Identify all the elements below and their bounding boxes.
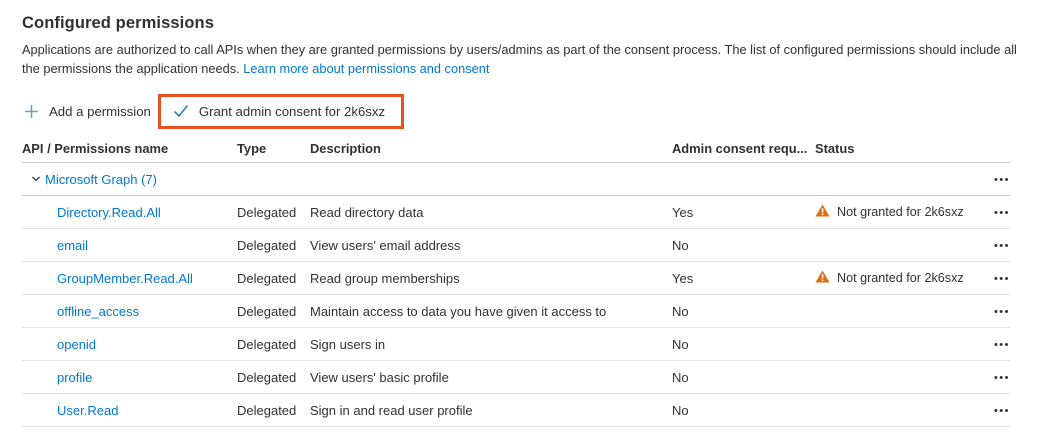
type-cell: Delegated — [237, 336, 297, 352]
add-permission-button[interactable]: Add a permission — [24, 104, 151, 119]
row-menu-button[interactable]: ••• — [988, 305, 1010, 320]
table-row: openid Delegated Sign users in No ••• — [22, 328, 1010, 361]
type-cell: Delegated — [237, 369, 297, 385]
check-icon — [173, 104, 189, 118]
admin-consent-cell: Yes — [672, 204, 694, 220]
description-cell: Sign users in — [310, 336, 386, 352]
row-menu-button[interactable]: ••• — [988, 173, 1010, 188]
permission-name-link[interactable]: profile — [57, 369, 93, 385]
permissions-toolbar: Add a permission Grant admin consent for… — [22, 90, 1060, 132]
group-label[interactable]: Microsoft Graph (7) — [45, 171, 157, 187]
permission-name-link[interactable]: offline_access — [57, 303, 140, 319]
permission-name-link[interactable]: User.Read — [57, 402, 119, 418]
admin-consent-cell: No — [672, 402, 689, 418]
row-menu-button[interactable]: ••• — [988, 338, 1010, 353]
group-row-microsoft-graph[interactable]: Microsoft Graph (7) ••• — [22, 163, 1010, 196]
type-cell: Delegated — [237, 270, 297, 286]
table-row: offline_access Delegated Maintain access… — [22, 295, 1010, 328]
add-permission-label: Add a permission — [49, 103, 151, 119]
page-title: Configured permissions — [22, 14, 214, 32]
admin-consent-cell: No — [672, 336, 689, 352]
header-type: Type — [237, 141, 267, 156]
description-cell: View users' email address — [310, 237, 461, 253]
permission-name-link[interactable]: GroupMember.Read.All — [57, 270, 193, 286]
header-description: Description — [310, 141, 381, 156]
admin-consent-cell: Yes — [672, 270, 694, 286]
admin-consent-cell: No — [672, 369, 689, 385]
permission-name-link[interactable]: Directory.Read.All — [57, 204, 161, 220]
description-cell: Sign in and read user profile — [310, 402, 473, 418]
status-text: Not granted for 2k6sxz — [837, 205, 964, 219]
page-description: Applications are authorized to call APIs… — [22, 41, 1034, 78]
warning-icon — [815, 270, 830, 286]
admin-consent-cell: No — [672, 237, 689, 253]
status-text: Not granted for 2k6sxz — [837, 271, 964, 285]
description-cell: Read directory data — [310, 204, 424, 220]
table-row: User.Read Delegated Sign in and read use… — [22, 394, 1010, 427]
admin-consent-cell: No — [672, 303, 689, 319]
learn-more-link[interactable]: Learn more about permissions and consent — [243, 60, 490, 76]
header-api-permissions-name: API / Permissions name — [22, 141, 169, 156]
table-row: profile Delegated View users' basic prof… — [22, 361, 1010, 394]
type-cell: Delegated — [237, 237, 297, 253]
status-cell: Not granted for 2k6sxz — [815, 270, 975, 286]
grant-admin-consent-label: Grant admin consent for 2k6sxz — [198, 103, 386, 119]
grant-admin-consent-button[interactable]: Grant admin consent for 2k6sxz — [173, 104, 385, 119]
chevron-down-icon[interactable] — [30, 173, 42, 188]
admin-consent-highlight-box: Grant admin consent for 2k6sxz — [157, 93, 405, 129]
description-cell: Maintain access to data you have given i… — [310, 303, 607, 319]
row-menu-button[interactable]: ••• — [988, 371, 1010, 386]
type-cell: Delegated — [237, 303, 297, 319]
permission-name-link[interactable]: email — [57, 237, 89, 253]
warning-icon — [815, 204, 830, 220]
table-row: email Delegated View users' email addres… — [22, 229, 1010, 262]
status-cell: Not granted for 2k6sxz — [815, 204, 975, 220]
table-row: GroupMember.Read.All Delegated Read grou… — [22, 262, 1010, 295]
configured-permissions-section: Configured permissions Applications are … — [22, 14, 1060, 427]
header-admin-consent-required: Admin consent requ... — [672, 141, 808, 156]
type-cell: Delegated — [237, 204, 297, 220]
table-header-row: API / Permissions name Type Description … — [22, 137, 1010, 163]
permission-name-link[interactable]: openid — [57, 336, 97, 352]
row-menu-button[interactable]: ••• — [988, 272, 1010, 287]
table-row: Directory.Read.All Delegated Read direct… — [22, 196, 1010, 229]
row-menu-button[interactable]: ••• — [988, 239, 1010, 254]
description-cell: View users' basic profile — [310, 369, 449, 385]
description-text: Applications are authorized to call APIs… — [22, 42, 1017, 76]
description-cell: Read group memberships — [310, 270, 460, 286]
row-menu-button[interactable]: ••• — [988, 404, 1010, 419]
permissions-table: API / Permissions name Type Description … — [22, 137, 1010, 427]
type-cell: Delegated — [237, 402, 297, 418]
plus-icon — [24, 104, 39, 119]
header-status: Status — [815, 141, 855, 156]
row-menu-button[interactable]: ••• — [988, 206, 1010, 221]
